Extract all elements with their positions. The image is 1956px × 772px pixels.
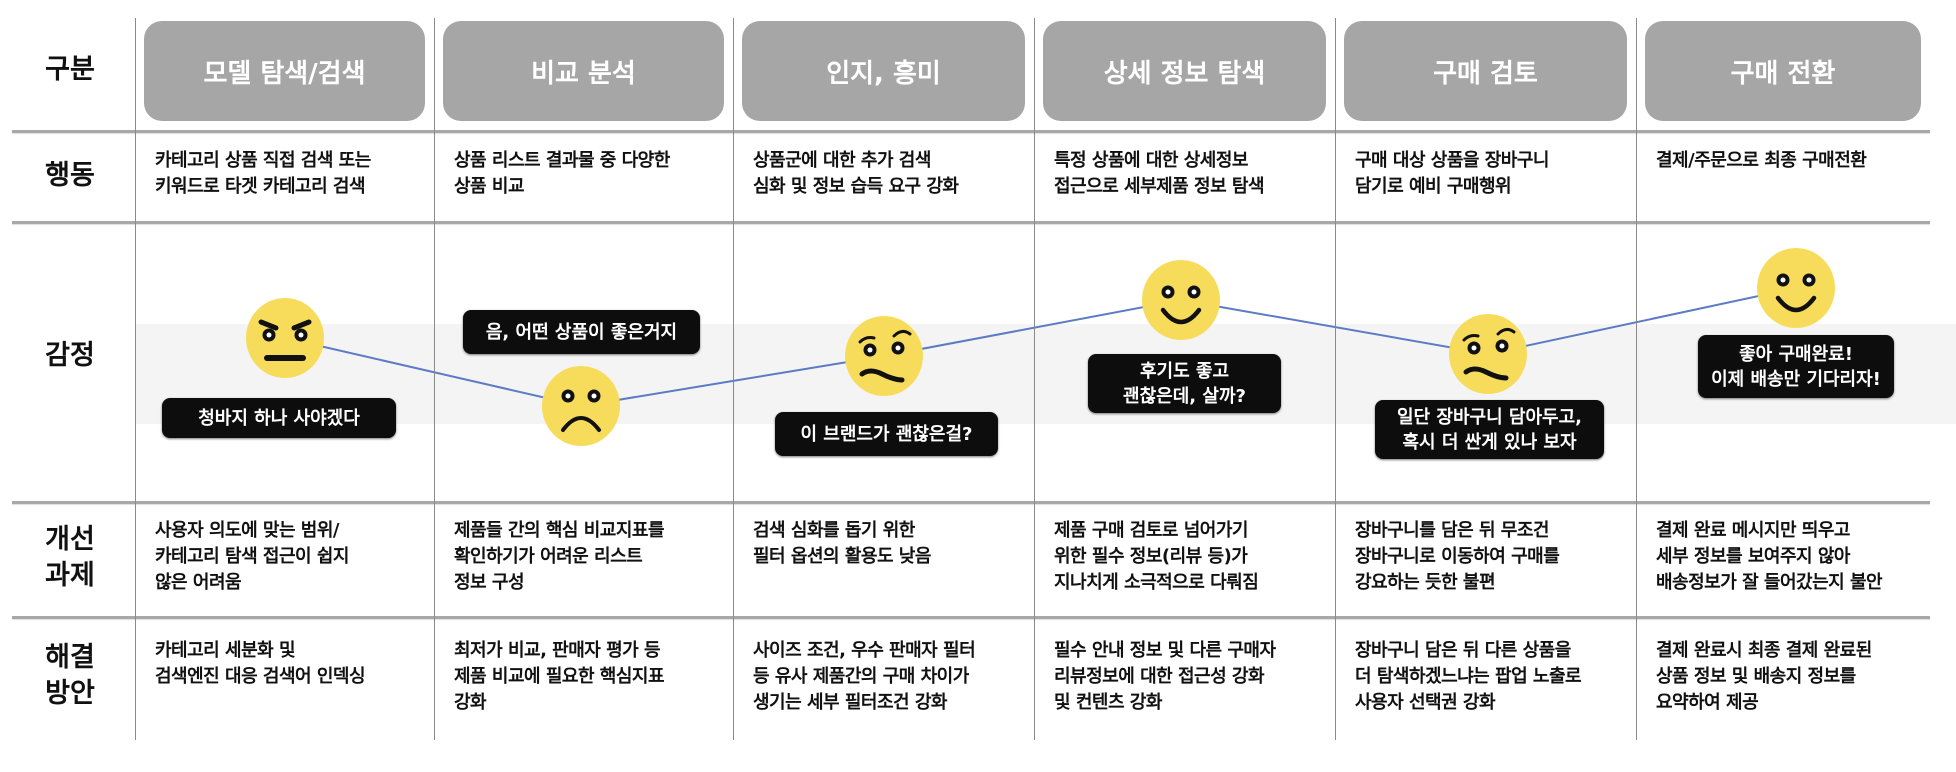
issue-text: 결제 완료 메시지만 띄우고 세부 정보를 보여주지 않아 배송정보가 잘 들어… [1656, 520, 1883, 593]
stage-label: 구매 검토 [1433, 58, 1538, 89]
action-text: 구매 대상 상품을 장바구니 담기로 예비 구매행위 [1355, 150, 1549, 197]
action-text: 특정 상품에 대한 상세정보 접근으로 세부제품 정보 탐색 [1054, 150, 1265, 197]
issue-text: 검색 심화를 돕기 위한 필터 옵션의 활용도 낮음 [753, 520, 931, 567]
solution-text: 장바구니 담은 뒤 다른 상품을 더 탐색하겠느냐는 팝업 노출로 사용자 선택… [1355, 640, 1582, 713]
row-label-issue: 개선 과제 [45, 524, 95, 591]
solution-text: 카테고리 세분화 및 검색엔진 대응 검색어 인덱싱 [155, 640, 366, 687]
issue-text: 제품들 간의 핵심 비교지표를 확인하기가 어려운 리스트 정보 구성 [454, 520, 665, 593]
skeptical-face-icon [1449, 314, 1527, 394]
issue-text: 제품 구매 검토로 넘어가기 위한 필수 정보(리뷰 등)가 지나치게 소극적으… [1054, 520, 1259, 593]
solution-text: 결제 완료시 최종 결제 완료된 상품 정보 및 배송지 정보를 요약하여 제공 [1656, 640, 1872, 713]
stage-header: 구매 전환 [1645, 21, 1921, 121]
stage-header: 비교 분석 [443, 21, 724, 121]
skeptical-face-icon [845, 316, 923, 396]
column-divider [135, 18, 136, 740]
emotion-speech-bubble: 음, 어떤 상품이 좋은거지 [463, 310, 700, 354]
stage-label: 인지, 흥미 [826, 58, 941, 89]
emotion-speech-bubble: 좋아 구매완료! 이제 배송만 기다리자! [1698, 335, 1894, 398]
row-divider [12, 221, 1930, 224]
issue-text: 사용자 의도에 맞는 범위/ 카테고리 탐색 접근이 쉽지 않은 어려움 [155, 520, 349, 593]
stage-header: 모델 탐색/검색 [144, 21, 425, 121]
solution-text: 사이즈 조건, 우수 판매자 필터 등 유사 제품간의 구매 차이가 생기는 세… [753, 640, 976, 713]
emotion-speech-bubble: 청바지 하나 사야겠다 [162, 398, 396, 438]
row-label-action: 행동 [45, 160, 95, 191]
row-label-solution: 해결 방안 [45, 642, 95, 709]
action-text: 결제/주문으로 최종 구매전환 [1656, 150, 1867, 171]
emotion-speech-bubble: 후기도 좋고 괜찮은데, 살까? [1088, 354, 1281, 413]
solution-text: 최저가 비교, 판매자 평가 등 제품 비교에 필요한 핵심지표 강화 [454, 640, 665, 713]
action-text: 상품 리스트 결과물 중 다양한 상품 비교 [454, 150, 670, 197]
column-divider [434, 18, 435, 740]
stage-header: 상세 정보 탐색 [1043, 21, 1326, 121]
emotion-speech-bubble: 이 브랜드가 괜찮은걸? [775, 412, 998, 456]
stage-label: 상세 정보 탐색 [1103, 58, 1266, 89]
emotion-speech-bubble: 일단 장바구니 담아두고, 혹시 더 싼게 있나 보자 [1375, 400, 1604, 459]
solution-text: 필수 안내 정보 및 다른 구매자 리뷰정보에 대한 접근성 강화 및 컨텐츠 … [1054, 640, 1276, 713]
row-divider [12, 130, 1930, 133]
stage-header: 인지, 흥미 [742, 21, 1025, 121]
stage-label: 모델 탐색/검색 [203, 58, 366, 89]
stage-label: 구매 전환 [1730, 58, 1836, 89]
column-divider [733, 18, 734, 740]
row-label-stage: 구분 [45, 54, 95, 85]
happy-face-icon [1142, 260, 1220, 340]
happy-face-icon [1757, 248, 1835, 328]
column-divider [1335, 18, 1336, 740]
angry-face-icon [246, 298, 324, 378]
emotion-line [284, 287, 1797, 408]
sad-face-icon [542, 366, 620, 446]
row-divider [12, 616, 1930, 619]
row-label-emotion: 감정 [45, 340, 95, 371]
action-text: 카테고리 상품 직접 검색 또는 키워드로 타겟 카테고리 검색 [155, 150, 371, 197]
issue-text: 장바구니를 담은 뒤 무조건 장바구니로 이동하여 구매를 강요하는 듯한 불편 [1355, 520, 1560, 593]
action-text: 상품군에 대한 추가 검색 심화 및 정보 습득 요구 강화 [753, 150, 959, 197]
stage-label: 비교 분석 [531, 58, 636, 89]
column-divider [1636, 18, 1637, 740]
stage-header: 구매 검토 [1344, 21, 1627, 121]
column-divider [1034, 18, 1035, 740]
row-divider [12, 501, 1930, 504]
